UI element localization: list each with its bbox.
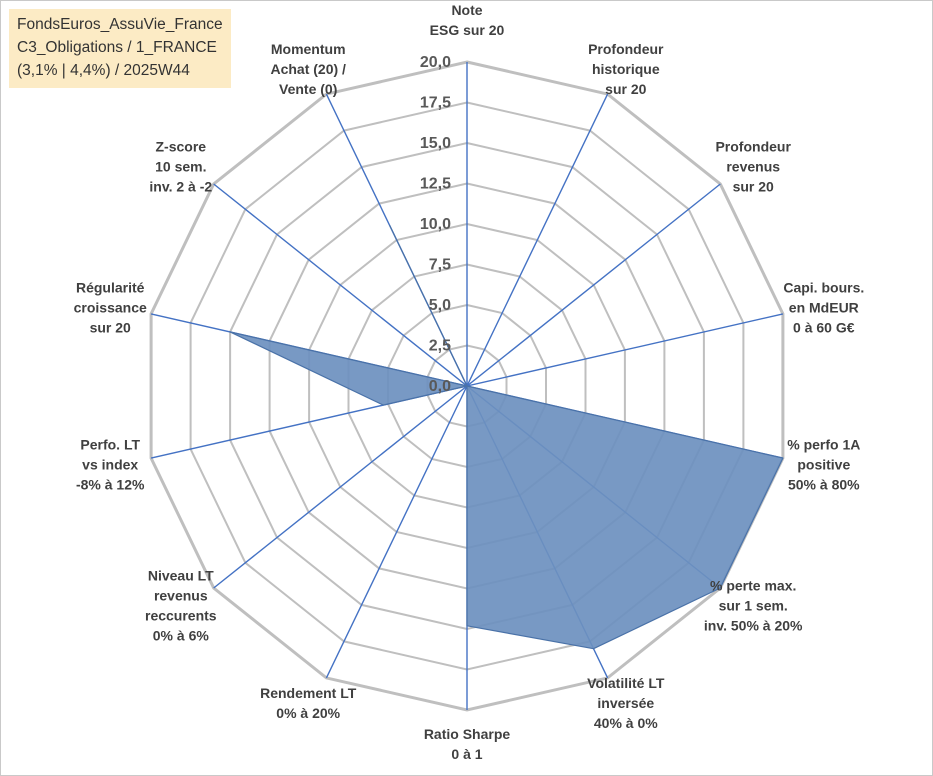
fund-info-box: FondsEuros_AssuVie_France C3_Obligations… (9, 9, 231, 88)
tick-label: 17,5 (420, 95, 451, 112)
series-area (229, 224, 784, 650)
axis-spoke (213, 385, 468, 589)
tick-label: 0,0 (429, 378, 451, 395)
axis-label: Profondeur revenus sur 20 (715, 139, 791, 195)
axis-label: Régularité croissance sur 20 (74, 280, 147, 336)
axis-label: % perte max. sur 1 sem. inv. 50% à 20% (704, 578, 803, 634)
axis-label: Ratio Sharpe 0 à 1 (424, 726, 511, 762)
axis-spoke (325, 385, 468, 679)
radar-series (229, 224, 784, 650)
axis-label: Momentum Achat (20) / Vente (0) (270, 41, 346, 97)
axis-spoke (466, 183, 721, 387)
axis-label: % perfo 1A positive 50% à 80% (787, 436, 860, 492)
fund-category: C3_Obligations / 1_FRANCE (17, 39, 217, 56)
axis-spoke (466, 313, 784, 387)
fund-name: FondsEuros_AssuVie_France (17, 16, 223, 33)
fund-stats: (3,1% | 4,4%) / 2025W44 (17, 62, 190, 79)
axis-label: Profondeur historique sur 20 (588, 41, 664, 97)
axis-spoke (213, 183, 468, 387)
tick-label: 20,0 (420, 54, 451, 71)
tick-label: 2,5 (429, 338, 451, 355)
axis-spoke (466, 93, 609, 387)
axis-label: Volatilité LT inversée 40% à 0% (587, 675, 665, 731)
axis-label: Rendement LT 0% à 20% (260, 685, 357, 721)
axis-label: Note ESG sur 20 (430, 2, 505, 38)
tick-label: 15,0 (420, 135, 451, 152)
tick-label: 7,5 (429, 257, 451, 274)
radar-axis-labels: Note ESG sur 20 Profondeur historique sur 20… (74, 2, 865, 762)
tick-label: 5,0 (429, 297, 451, 314)
axis-label: Perfo. LT vs index -8% à 12% (76, 436, 145, 492)
axis-label: Z-score 10 sem. inv. 2 à -2 (149, 139, 212, 195)
radar-tick-labels: 0,0 2,5 5,0 7,5 10,0 12,5 15,0 17,5 20,0 (420, 54, 451, 395)
axis-label: Niveau LT revenus reccurents 0% à 6% (145, 568, 217, 644)
tick-label: 12,5 (420, 176, 451, 193)
tick-label: 10,0 (420, 216, 451, 233)
axis-label: Capi. bours. en MdEUR 0 à 60 G€ (783, 280, 864, 336)
